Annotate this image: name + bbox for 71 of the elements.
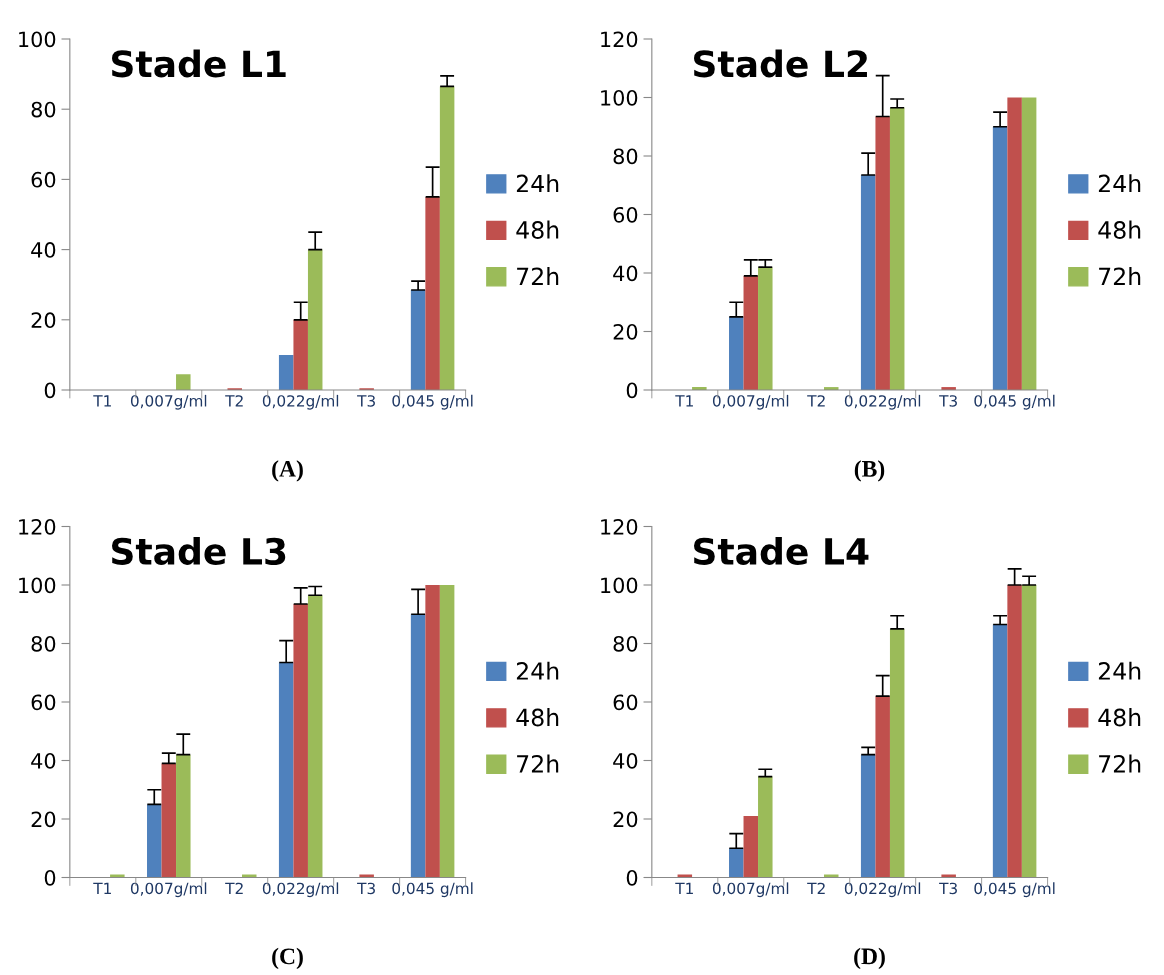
- x-tick-label: T3: [939, 395, 957, 407]
- y-tick-label: 0: [626, 382, 638, 399]
- y-tick-label: 60: [613, 694, 638, 711]
- legend-label: 48h: [516, 708, 559, 727]
- legend-label: 48h: [516, 220, 559, 239]
- y-tick-label: 0: [44, 869, 56, 886]
- chart-title: Stade L1: [112, 49, 286, 78]
- x-tick-label: T3: [357, 395, 375, 407]
- chart-title: Stade L4: [694, 537, 869, 565]
- text: (B): [854, 460, 885, 482]
- x-tick-label: 0,007g/ml: [712, 394, 789, 410]
- chart-title: Stade L2: [694, 49, 867, 78]
- legend-label: 24h: [1098, 661, 1141, 680]
- text: (C): [272, 947, 303, 970]
- y-tick-label: 100: [19, 31, 56, 48]
- legend-label: 24h: [516, 174, 559, 193]
- y-tick-label: 80: [31, 635, 56, 652]
- x-tick-label: 0,045 g/ml: [392, 394, 473, 410]
- legend-label: 48h: [1098, 708, 1141, 727]
- y-tick-label: 100: [601, 577, 638, 594]
- x-tick-label: 0,022g/ml: [262, 882, 339, 898]
- x-tick-label: 0,007g/ml: [130, 882, 207, 898]
- x-tick-label: T2: [807, 882, 825, 894]
- x-tick-label: T2: [225, 882, 243, 894]
- text: (D): [854, 947, 885, 970]
- y-tick-label: 80: [613, 148, 638, 165]
- x-tick-label: 0,045 g/ml: [974, 882, 1055, 898]
- y-tick-label: 20: [31, 312, 56, 329]
- x-tick-label: 0,007g/ml: [712, 882, 789, 898]
- y-tick-label: 60: [613, 206, 638, 223]
- y-tick-label: 0: [44, 382, 56, 399]
- x-tick-label: T1: [93, 882, 111, 894]
- y-tick-label: 120: [19, 518, 56, 535]
- y-tick-label: 100: [19, 577, 56, 594]
- x-tick-label: 0,022g/ml: [262, 394, 339, 410]
- x-tick-label: T2: [807, 395, 825, 407]
- legend-label: 72h: [517, 754, 559, 773]
- x-tick-label: 0,022g/ml: [844, 882, 921, 898]
- y-tick-label: 40: [31, 242, 56, 258]
- legend-label: 72h: [1099, 754, 1141, 773]
- legend-label: 24h: [516, 661, 559, 680]
- y-tick-label: 40: [613, 752, 638, 769]
- y-tick-label: 80: [31, 101, 56, 118]
- legend-label: 72h: [1099, 267, 1141, 286]
- legend-label: 48h: [1098, 220, 1141, 239]
- y-tick-label: 20: [31, 811, 56, 828]
- y-tick-label: 40: [613, 265, 638, 282]
- x-tick-label: 0,022g/ml: [844, 394, 921, 410]
- y-tick-label: 60: [31, 694, 56, 711]
- y-tick-label: 120: [601, 518, 638, 535]
- x-tick-label: T3: [357, 882, 375, 895]
- legend-label: 24h: [1098, 174, 1141, 193]
- x-tick-label: T1: [93, 395, 111, 407]
- x-tick-label: 0,007g/ml: [130, 394, 207, 410]
- y-tick-label: 120: [601, 31, 638, 48]
- x-tick-label: T2: [225, 395, 243, 407]
- legend-label: 72h: [517, 267, 559, 286]
- x-tick-label: 0,045 g/ml: [974, 394, 1055, 410]
- y-tick-label: 100: [601, 89, 638, 106]
- x-tick-label: T1: [675, 882, 693, 894]
- chart-title: Stade L3: [112, 537, 286, 565]
- x-tick-label: 0,045 g/ml: [392, 882, 473, 898]
- y-tick-label: 20: [613, 323, 638, 340]
- x-tick-label: T1: [675, 395, 693, 407]
- text: (A): [272, 460, 303, 482]
- y-tick-label: 80: [613, 635, 638, 652]
- y-tick-label: 40: [31, 752, 56, 769]
- y-tick-label: 60: [31, 171, 56, 188]
- y-tick-label: 0: [626, 869, 638, 886]
- x-tick-label: T3: [939, 882, 957, 895]
- y-tick-label: 20: [613, 811, 638, 828]
